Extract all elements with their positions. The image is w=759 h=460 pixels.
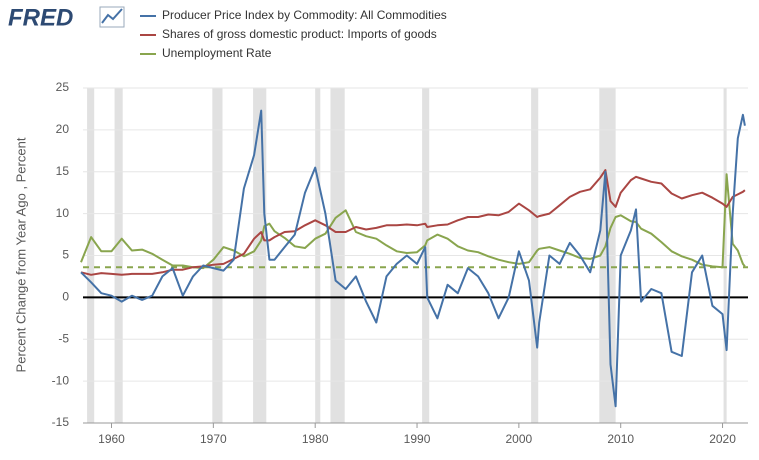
- series-line: [80, 169, 746, 276]
- y-tick-label: -5: [58, 331, 69, 345]
- y-tick-label: -10: [52, 373, 70, 387]
- x-tick-label: 1990: [404, 432, 431, 446]
- y-axis-label: Percent Change from Year Ago , Percent: [13, 137, 28, 372]
- x-tick-label: 1980: [302, 432, 329, 446]
- y-tick-label: -15: [52, 415, 70, 429]
- y-tick-label: 5: [62, 248, 69, 262]
- y-tick-label: 20: [56, 122, 70, 136]
- logo: FRED: [8, 4, 73, 31]
- y-tick-label: 15: [56, 164, 70, 178]
- y-tick-label: 25: [56, 80, 70, 94]
- x-tick-label: 1960: [98, 432, 125, 446]
- legend-label: Producer Price Index by Commodity: All C…: [162, 8, 447, 22]
- logo-icon: [99, 6, 125, 28]
- x-tick-label: 1970: [200, 432, 227, 446]
- series-line: [80, 173, 746, 270]
- legend-label: Unemployment Rate: [162, 46, 272, 60]
- series-line: [80, 109, 746, 408]
- x-tick-label: 2000: [506, 432, 533, 446]
- x-tick-label: 2020: [709, 432, 736, 446]
- y-tick-label: 10: [56, 206, 70, 220]
- x-tick-label: 2010: [607, 432, 634, 446]
- y-tick-label: 0: [62, 290, 69, 304]
- legend-label: Shares of gross domestic product: Import…: [162, 27, 437, 41]
